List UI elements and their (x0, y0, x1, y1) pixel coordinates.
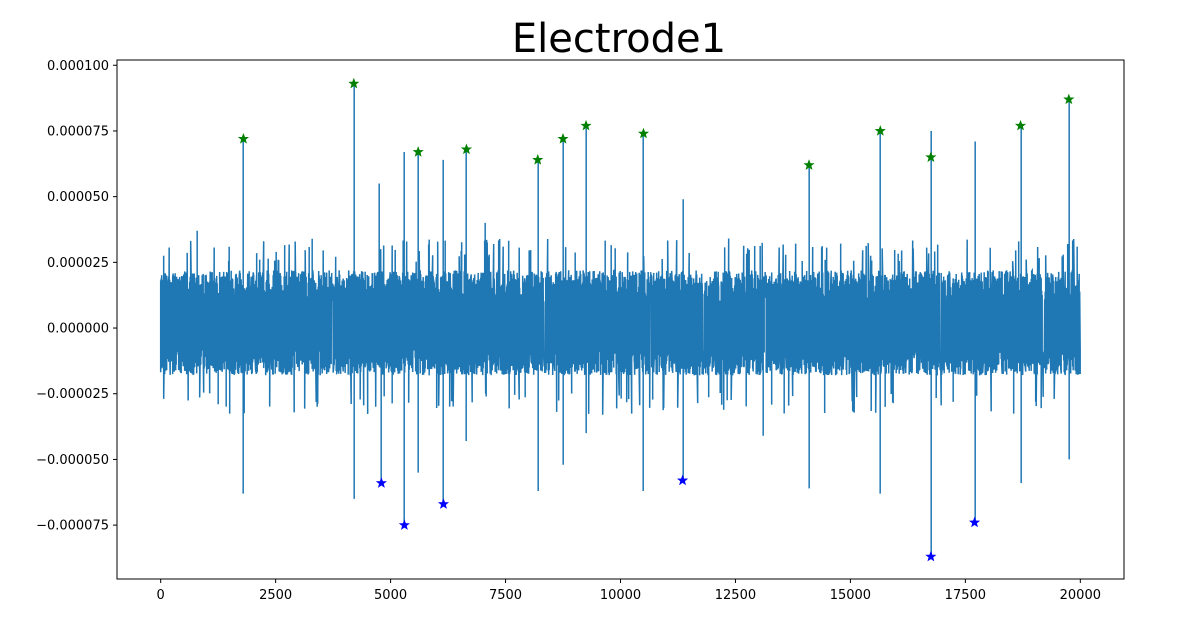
trough-marker (677, 474, 689, 486)
x-tick-label: 0 (157, 588, 165, 603)
peak-marker (803, 159, 815, 170)
x-tick-label: 17500 (945, 588, 986, 603)
trough-marker (925, 550, 937, 562)
marker-series-troughs (375, 474, 981, 562)
trough-marker (968, 516, 981, 528)
trough-marker (437, 498, 450, 509)
x-tick-label: 20000 (1060, 588, 1101, 603)
trough-marker (398, 519, 410, 530)
y-tick-label: 0.000075 (47, 124, 109, 139)
chart-title: Electrode1 (512, 16, 726, 62)
peak-marker (557, 132, 569, 144)
peak-marker (1063, 93, 1075, 105)
peak-marker (532, 154, 544, 165)
y-tick-label: 0.000025 (47, 256, 109, 271)
y-tick-label: 0.000000 (47, 322, 109, 337)
peak-marker (237, 132, 250, 144)
y-tick-label: −0.000050 (36, 453, 109, 468)
peak-marker (1014, 119, 1027, 131)
x-tick-label: 10000 (600, 588, 641, 603)
x-tick-label: 5000 (374, 588, 407, 603)
peak-marker (460, 143, 473, 155)
peak-marker (637, 127, 650, 139)
axes: 0 2500 5000 7500 10000 12500 15000 17500 20000 −0… (36, 59, 1125, 603)
x-tick-label: 15000 (830, 588, 871, 603)
x-tick-label: 12500 (715, 588, 756, 603)
marker-series-peaks (237, 77, 1075, 170)
peak-marker (348, 77, 360, 89)
peak-marker (925, 151, 937, 162)
y-tick-label: 0.000100 (47, 59, 109, 74)
y-tick-label: −0.000025 (36, 387, 109, 402)
peak-marker (874, 125, 886, 136)
peak-marker (412, 146, 424, 157)
peak-marker (580, 119, 592, 131)
y-tick-label: 0.000050 (47, 190, 109, 205)
plot-area (159, 77, 1081, 562)
trough-marker (375, 477, 387, 488)
x-tick-label: 7500 (489, 588, 522, 603)
x-tick-label: 2500 (259, 588, 292, 603)
signal-trace (159, 83, 1081, 557)
y-tick-label: −0.000075 (36, 519, 109, 534)
